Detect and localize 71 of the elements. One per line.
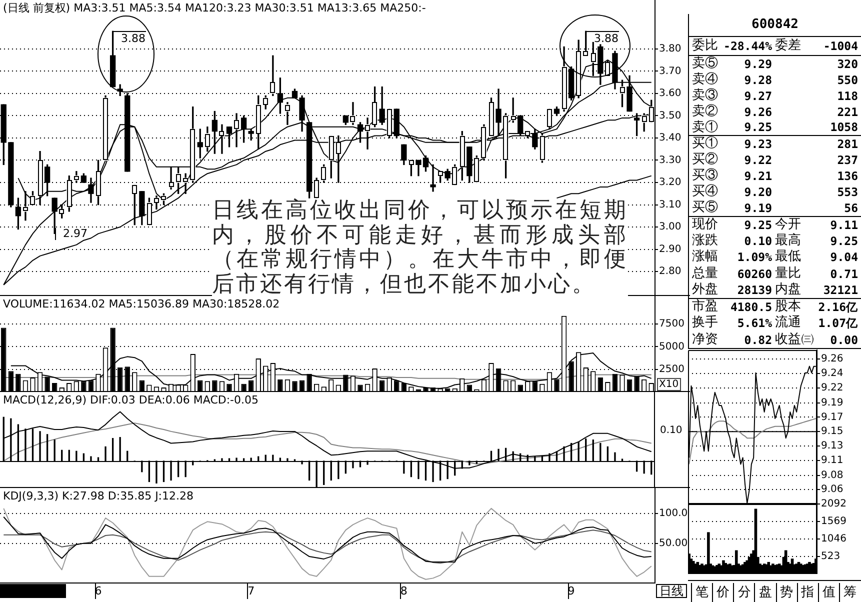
text: 0.10: [660, 425, 682, 437]
y-tick-label: 9.17: [821, 412, 844, 423]
chart-title: MACD(12,26,9) DIF:0.03 DEA:0.06 MACD:-0.05: [3, 393, 259, 406]
text: 价: [712, 583, 734, 602]
y-tick-label: 100.0: [659, 508, 688, 519]
y-tick-label: 3.60: [659, 88, 682, 100]
text: 涨幅 1.09% 最低 9.04: [692, 249, 858, 264]
text: 盘: [754, 583, 776, 602]
y-tick-label: 3.40: [659, 132, 682, 144]
y-tick-label: 3.10: [659, 199, 682, 210]
text: 卖⑤ 9.29 320: [692, 56, 858, 71]
text: 涨跌 0.10 最高 9.25: [692, 233, 858, 248]
text: 日线: [656, 584, 687, 598]
text: 换手 5.61% 流通 1.07亿: [692, 315, 858, 330]
text: 卖② 9.26 221: [692, 104, 858, 119]
text: 现价 9.25 今开 9.11: [692, 217, 858, 232]
y-tick-label: 5000: [659, 341, 684, 352]
y-tick-label: 2092: [821, 498, 846, 510]
text: 买⑤ 9.19 56: [692, 200, 858, 215]
text: 卖④ 9.28 550: [692, 72, 858, 87]
y-tick-label: 1046: [821, 534, 846, 545]
y-tick-label: 9.08: [821, 470, 844, 481]
text: 卖③ 9.27 118: [692, 88, 858, 103]
text: 600842: [689, 14, 861, 37]
text: 市盈 4180.5 股本 2.16亿: [692, 299, 858, 314]
text: X10: [657, 378, 681, 391]
text: 外盘 28139 内盘 32121: [692, 282, 858, 297]
y-tick-label: 3.80: [659, 44, 682, 55]
x-tick-label: 7: [248, 584, 255, 598]
text: 净资 0.82 收益㈢ 0.00: [692, 332, 858, 347]
y-tick-label: 3.50: [659, 110, 682, 122]
text: 买① 9.23 281: [692, 136, 858, 151]
y-tick-label: 9.22: [821, 382, 844, 394]
y-tick-label: 9.06: [821, 484, 844, 496]
annotation: 日线在高位收出同价，可以预示在短期内，股价不可能走好，甚而形成头部（在常规行情中）。在大牛市中，即便后市还有行情，但也不能不加小心。: [212, 198, 628, 297]
text: 筹: [838, 583, 860, 602]
y-tick-label: 3.20: [659, 177, 682, 188]
y-tick-label: 523: [821, 551, 840, 562]
y-tick-label: 3.00: [659, 222, 682, 233]
y-tick-label: 9.26: [821, 354, 844, 365]
text: 指: [796, 583, 818, 602]
x-tick-label: 8: [400, 584, 408, 598]
y-tick-label: 50.00: [659, 538, 688, 549]
y-tick-label: 3.70: [659, 66, 682, 77]
y-tick-label: 2500: [659, 364, 684, 375]
chart-title: (日线 前复权) MA3:3.51 MA5:3.54 MA120:3.23 MA30:3.51 MA13:3.65 MA250:-: [3, 1, 426, 14]
annotation: 3.88: [586, 31, 618, 45]
chart-title: VOLUME:11634.02 MA5:15036.89 MA30:18528.02: [3, 297, 280, 310]
text: 势: [776, 583, 797, 602]
y-tick-label: 9.19: [821, 397, 844, 408]
chart-title: KDJ(9,3,3) K:27.98 D:35.85 J:12.28: [3, 489, 194, 502]
y-tick-label: 2.80: [659, 266, 682, 278]
text: 买④ 9.20 553: [692, 184, 858, 199]
text: 值: [818, 583, 839, 602]
y-tick-label: 9.11: [821, 454, 844, 466]
y-tick-label: 9.24: [821, 368, 844, 380]
text: 买③ 9.21 136: [692, 168, 858, 183]
y-tick-label: 3.30: [659, 154, 682, 166]
y-tick-label: 2.90: [659, 244, 682, 255]
text: 总量 60260 量比 0.71: [692, 266, 858, 281]
y-tick-label: 9.15: [821, 426, 844, 438]
y-tick-label: 7500: [659, 318, 684, 330]
y-tick-label: 9.13: [821, 440, 844, 452]
text: 笔: [691, 583, 712, 602]
annotation: 3.88: [113, 31, 146, 45]
text: 卖① 9.25 1058: [692, 120, 858, 135]
text: 分: [733, 583, 754, 602]
text: 买② 9.22 237: [692, 152, 858, 167]
text: 委比 -28.44% 委差 -1004: [692, 38, 858, 53]
annotation: 2.97: [55, 227, 88, 240]
y-tick-label: 1569: [821, 516, 846, 528]
